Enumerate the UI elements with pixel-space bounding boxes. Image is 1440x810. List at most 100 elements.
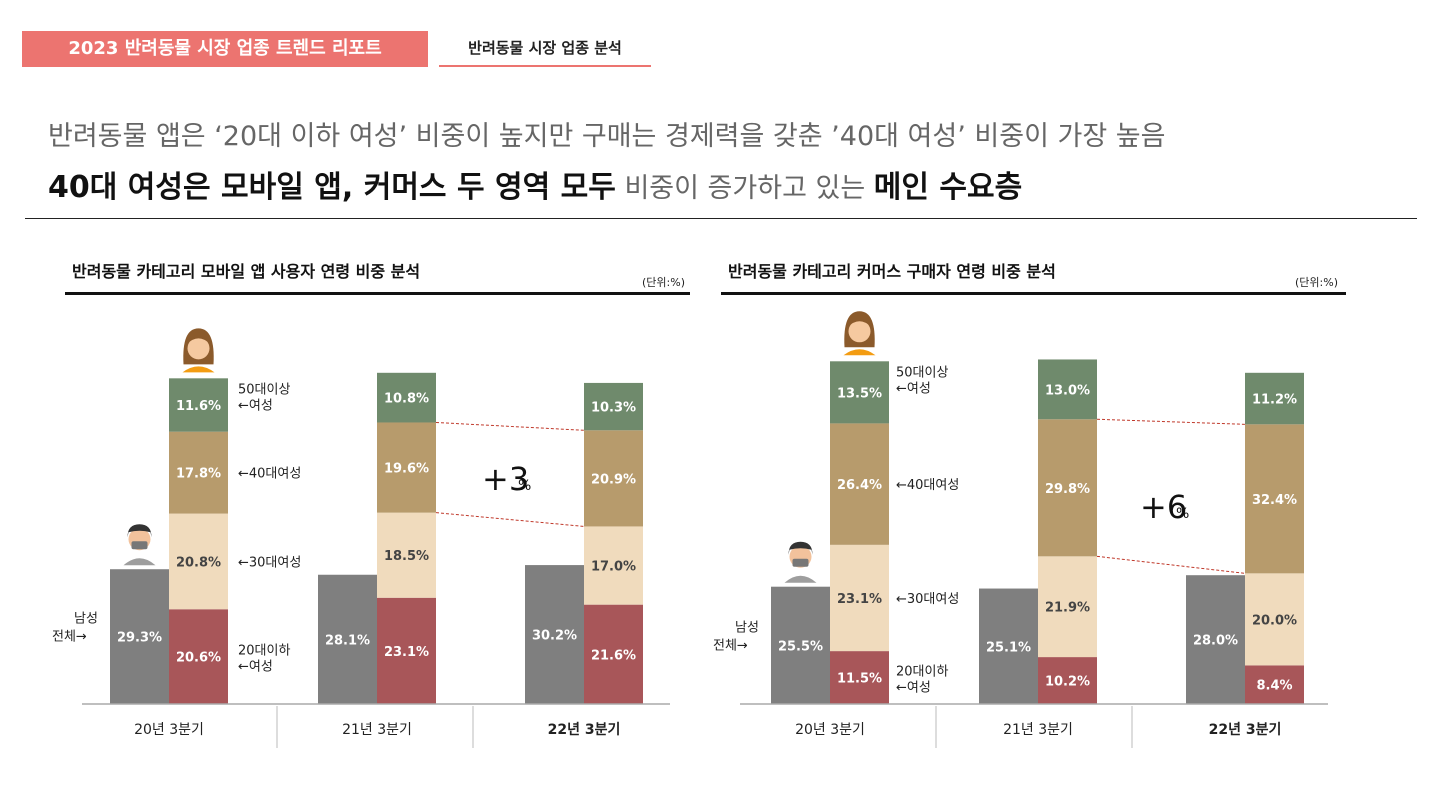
chart1-female-2-bar: [377, 422, 436, 513]
chart2-male-person-icon-part: [792, 558, 809, 567]
chart1-female-3-value: 11.6%: [176, 399, 221, 414]
chart1-title: 반려동물 카테고리 모바일 앱 사용자 연령 비중 분석: [72, 262, 421, 281]
chart2-title: 반려동물 카테고리 커머스 구매자 연령 비중 분석: [728, 262, 1056, 281]
chart1-male-bar: [525, 565, 584, 704]
chart1-legend-f50-line: ←여성: [238, 398, 273, 413]
chart2-category-label: 21년 3분기: [1003, 722, 1073, 738]
chart1-female-0-value: 23.1%: [384, 645, 429, 660]
chart2-female-0-bar: [1245, 665, 1304, 704]
chart2-female-person-icon-part: [843, 349, 876, 356]
chart1-male-value: 28.1%: [325, 633, 370, 648]
chart1-female-0-value: 20.6%: [176, 651, 221, 666]
chart2-female-1-bar: [830, 544, 889, 652]
chart1-legend-f30-line: ←30대여성: [238, 555, 301, 570]
headline-bold-1: 40대 여성은 모바일 앱, 커머스 두 영역 모두: [48, 170, 616, 205]
chart2-female-0-value: 11.5%: [837, 672, 882, 687]
chart1-male-bar: [110, 569, 169, 704]
chart2-annotation-small: %: [1176, 506, 1189, 522]
chart2-legend-f20-line: ←여성: [896, 681, 931, 696]
chart2-female-person-icon: [843, 311, 876, 356]
chart1-female-1-value: 20.8%: [176, 555, 221, 570]
chart2-male-bar: [979, 588, 1038, 704]
chart1-male-person-icon-part: [127, 524, 152, 538]
chart1-male-person-icon-part: [131, 541, 148, 550]
chart2-female-1-bar: [1038, 556, 1097, 658]
chart1-category-label: 21년 3분기: [342, 722, 412, 738]
chart1-male-person-icon: [123, 524, 156, 566]
chart2-category-label: 20년 3분기: [795, 722, 865, 738]
chart2-legend-total-line: 전체→: [713, 638, 748, 653]
chart2-legend-f50-line: 50대이상: [896, 365, 948, 380]
chart2-female-0-value: 10.2%: [1045, 675, 1090, 690]
chart1-annotation-big: +3: [482, 460, 529, 498]
headline-bold-2: 메인 수요층: [873, 170, 1023, 205]
chart1-title-underline: [65, 292, 690, 295]
chart2-female-3-bar: [1038, 359, 1097, 420]
chart2-female-person-icon-part: [848, 320, 871, 343]
chart1-trend-line-bottom: [435, 512, 585, 527]
chart2-annotation-big: +6: [1140, 488, 1187, 526]
chart2-female-1-bar: [1245, 573, 1304, 666]
chart1-male-value: 29.3%: [117, 631, 162, 646]
chart1-female-person-icon-part: [182, 366, 215, 373]
chart1-trend-line-top: [435, 421, 585, 431]
chart1-female-1-bar: [169, 513, 228, 610]
chart2-male-value: 25.5%: [778, 639, 823, 654]
chart2-unit: (단위:%): [1295, 276, 1338, 289]
chart1-male-bar: [318, 574, 377, 704]
chart2-female-0-bar: [1038, 657, 1097, 704]
chart2-male-bar: [1186, 575, 1245, 704]
chart2-legend-f30-line: ←30대여성: [896, 592, 959, 607]
chart1-female-person-icon-part: [187, 337, 210, 360]
headline-line1: 반려동물 앱은 ‘20대 이하 여성’ 비중이 높지만 구매는 경제력을 갖춘 …: [48, 121, 1166, 152]
chart2-female-2-bar: [830, 423, 889, 545]
chart1-unit: (단위:%): [642, 276, 685, 289]
chart2-title-underline: [721, 292, 1346, 295]
chart2-female-2-value: 26.4%: [837, 478, 882, 493]
chart1-category-label: 22년 3분기: [548, 722, 621, 738]
chart2-female-2-value: 32.4%: [1252, 493, 1297, 508]
chart2-female-2-bar: [1245, 424, 1304, 574]
chart2-legend-f40-line: ←40대여성: [896, 478, 959, 493]
chart2-trend-line-top: [1096, 418, 1246, 425]
chart1-female-person-icon: [182, 328, 215, 373]
chart2-female-3-bar: [830, 361, 889, 424]
chart1-female-1-value: 18.5%: [384, 549, 429, 564]
chart1-female-1-bar: [584, 526, 643, 605]
chart1-female-0-bar: [377, 597, 436, 704]
chart2-female-0-bar: [830, 651, 889, 704]
chart2-legend-f50-line: ←여성: [896, 381, 931, 396]
chart1-legend-male-line: 남성: [74, 612, 98, 627]
chart2-female-3-value: 13.5%: [837, 386, 882, 401]
chart2-female-3-value: 13.0%: [1045, 383, 1090, 398]
chart2-female-2-value: 29.8%: [1045, 482, 1090, 497]
chart2-male-value: 28.0%: [1193, 634, 1238, 649]
chart1-female-3-value: 10.8%: [384, 392, 429, 407]
chart1-female-0-bar: [584, 604, 643, 704]
chart2-male-value: 25.1%: [986, 640, 1031, 655]
chart2-trend-line-bottom: [1096, 555, 1246, 574]
headline-line2: 40대 여성은 모바일 앱, 커머스 두 영역 모두 비중이 증가하고 있는 메…: [48, 162, 1022, 206]
chart2-legend-male-line: 남성: [735, 620, 759, 635]
chart2-male-person-icon-part: [788, 541, 813, 555]
section-tag: 반려동물 시장 업종 분석: [439, 31, 651, 67]
headline-normal: 비중이 증가하고 있는: [615, 173, 874, 204]
chart2-legend-f20-line: 20대이하: [896, 665, 948, 680]
chart1-male-value: 30.2%: [532, 629, 577, 644]
chart2-male-bar: [771, 586, 830, 704]
chart1-female-0-value: 21.6%: [591, 648, 636, 663]
chart1-female-1-value: 17.0%: [591, 560, 636, 575]
chart1-legend-total-line: 전체→: [52, 630, 87, 645]
chart2-male-person-icon-part: [784, 575, 817, 583]
chart1-legend-f20-line: ←여성: [238, 660, 273, 675]
chart1-legend-f50-line: 50대이상: [238, 382, 290, 397]
chart2-female-1-value: 23.1%: [837, 592, 882, 607]
chart1-female-3-bar: [584, 382, 643, 431]
chart1-legend-f40-line: ←40대여성: [238, 467, 301, 482]
chart1-female-2-bar: [169, 431, 228, 514]
chart2-male-person-icon: [784, 541, 817, 583]
chart1-male-person-icon-part: [123, 558, 156, 566]
chart1-female-2-value: 17.8%: [176, 467, 221, 482]
chart2-female-person-icon-part: [847, 315, 872, 328]
chart1-female-0-bar: [169, 609, 228, 704]
